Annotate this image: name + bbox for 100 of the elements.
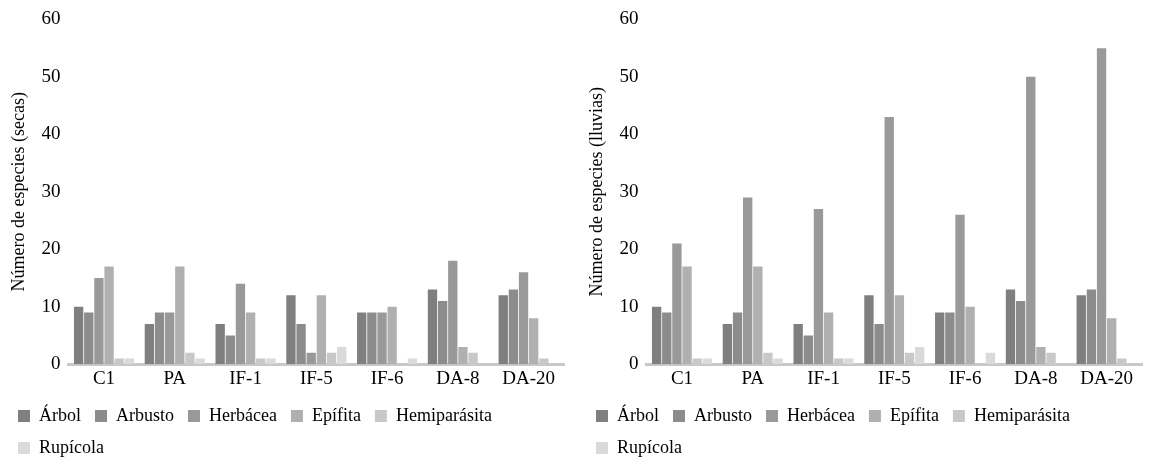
bar: [144, 323, 155, 365]
bar: [73, 306, 84, 365]
bar: [662, 312, 672, 365]
legend-label: Rupícola: [617, 436, 682, 457]
x-tick-label: C1: [92, 366, 116, 388]
x-tick-label: IF-1: [229, 366, 262, 388]
bar: [651, 306, 662, 365]
x-tick-label: IF-6: [948, 366, 982, 388]
bar: [518, 272, 529, 365]
bar: [985, 352, 996, 365]
bar: [529, 318, 539, 365]
bar: [874, 323, 884, 365]
bar: [437, 300, 448, 365]
bar: [367, 312, 377, 365]
legend-label: Árbol: [617, 403, 659, 425]
bar: [732, 312, 743, 365]
bar: [672, 243, 682, 365]
legend-label: Herbácea: [208, 404, 277, 425]
bar: [286, 295, 296, 365]
bar: [195, 358, 205, 365]
y-tick-label: 30: [41, 179, 61, 201]
y-tick-label: 20: [41, 237, 61, 259]
x-tick-label: DA-8: [436, 366, 480, 388]
legend-label: Árbol: [39, 403, 81, 425]
x-tick-label: DA-8: [1014, 366, 1058, 388]
bar: [306, 352, 316, 365]
bar: [387, 306, 397, 365]
y-tick-label: 20: [619, 237, 639, 259]
x-tick-label: IF-5: [299, 366, 333, 388]
y-tick-label: 10: [619, 294, 639, 316]
bar: [945, 312, 955, 365]
bar: [965, 306, 975, 365]
legend-label: Hemiparásita: [973, 404, 1070, 425]
bar: [753, 266, 763, 365]
bar: [215, 323, 225, 365]
bar: [508, 289, 519, 365]
bar: [458, 346, 468, 365]
y-tick-label: 0: [51, 352, 61, 374]
bar: [844, 358, 854, 365]
bar: [94, 278, 104, 365]
y-tick-label: 30: [619, 179, 639, 201]
bar: [823, 312, 834, 365]
legend-label: Epífita: [311, 404, 361, 425]
bar: [773, 358, 783, 365]
x-tick-label: DA-20: [502, 366, 555, 388]
bar: [104, 266, 114, 365]
y-tick-label: 10: [41, 294, 61, 316]
y-axis-title: Número de especies (lluvias): [585, 87, 607, 297]
bar: [498, 295, 508, 365]
x-tick-label: PA: [741, 366, 765, 388]
bar: [296, 323, 306, 365]
bar: [84, 312, 94, 365]
bar: [316, 295, 327, 365]
y-axis-title: Número de especies (secas): [7, 92, 29, 292]
bar: [154, 312, 165, 365]
y-tick-label: 50: [619, 64, 639, 86]
legend-label: Rupícola: [39, 436, 104, 457]
legend-label: Arbusto: [693, 404, 752, 425]
bar: [266, 358, 276, 365]
bar: [1005, 289, 1016, 365]
bar: [935, 312, 945, 365]
bar: [894, 295, 905, 365]
bar: [682, 266, 692, 365]
legend-label: Epífita: [889, 404, 939, 425]
y-tick-label: 40: [41, 122, 61, 144]
bar: [336, 346, 347, 365]
x-tick-label: IF-6: [370, 366, 404, 388]
x-tick-label: DA-20: [1080, 366, 1133, 388]
bar: [225, 335, 235, 365]
bar: [702, 358, 713, 365]
bar: [743, 197, 753, 365]
bar: [914, 346, 925, 365]
bar: [722, 323, 733, 365]
x-tick-label: IF-5: [877, 366, 911, 388]
bar: [864, 295, 874, 365]
bar: [357, 312, 367, 365]
bar: [813, 209, 824, 365]
bar: [1015, 300, 1026, 365]
y-tick-label: 0: [629, 352, 639, 374]
bar: [427, 289, 438, 365]
x-tick-label: IF-1: [807, 366, 840, 388]
bar: [955, 214, 965, 365]
bar: [1096, 48, 1107, 365]
bar: [1026, 76, 1036, 365]
y-tick-label: 60: [41, 7, 61, 29]
y-tick-label: 40: [619, 122, 639, 144]
y-tick-label: 60: [619, 7, 639, 29]
bar: [1036, 346, 1046, 365]
bar: [1107, 318, 1117, 365]
bar: [235, 283, 246, 365]
bar: [1076, 295, 1086, 365]
y-tick-label: 50: [41, 64, 61, 86]
bar: [1086, 289, 1097, 365]
legend-label: Herbácea: [786, 404, 855, 425]
x-tick-label: C1: [670, 366, 694, 388]
bar: [884, 117, 894, 365]
x-tick-label: PA: [163, 366, 187, 388]
bar: [175, 266, 185, 365]
bar: [407, 358, 418, 365]
bar: [377, 312, 387, 365]
